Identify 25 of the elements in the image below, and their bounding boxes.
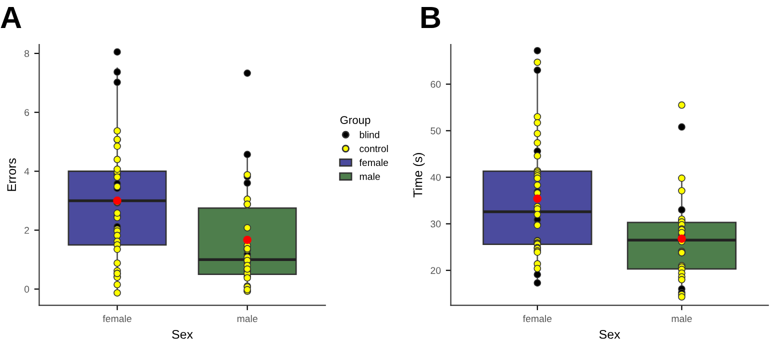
x-tick-label: female — [522, 314, 552, 322]
y-tick-label: 40 — [430, 174, 441, 181]
legend-label: control — [360, 144, 388, 152]
chart-title: A — [0, 6, 22, 28]
legend-title: Group — [340, 116, 370, 126]
y-tick-label: 30 — [430, 220, 441, 228]
y-axis-title: Time (s) — [413, 153, 425, 198]
legend-label: male — [360, 172, 380, 180]
y-tick-label: 2 — [24, 226, 29, 234]
x-axis-title: Sex — [172, 330, 193, 339]
y-tick-label: 0 — [24, 286, 30, 293]
y-tick-label: 4 — [24, 168, 30, 175]
chart-title: B — [421, 6, 440, 28]
legend-label: female — [359, 158, 388, 166]
y-axis-title: Errors — [7, 158, 16, 191]
y-tick-label: 20 — [430, 267, 441, 274]
x-tick-label: male — [672, 314, 692, 322]
x-axis-title: Sex — [599, 330, 620, 339]
y-tick-label: 50 — [430, 127, 441, 134]
y-tick-label: 8 — [24, 50, 30, 58]
x-tick-label: male — [237, 314, 258, 322]
legend-label: blind — [360, 131, 380, 138]
y-tick-label: 60 — [430, 80, 441, 88]
x-tick-label: female — [102, 314, 132, 322]
y-tick-label: 6 — [24, 109, 30, 116]
